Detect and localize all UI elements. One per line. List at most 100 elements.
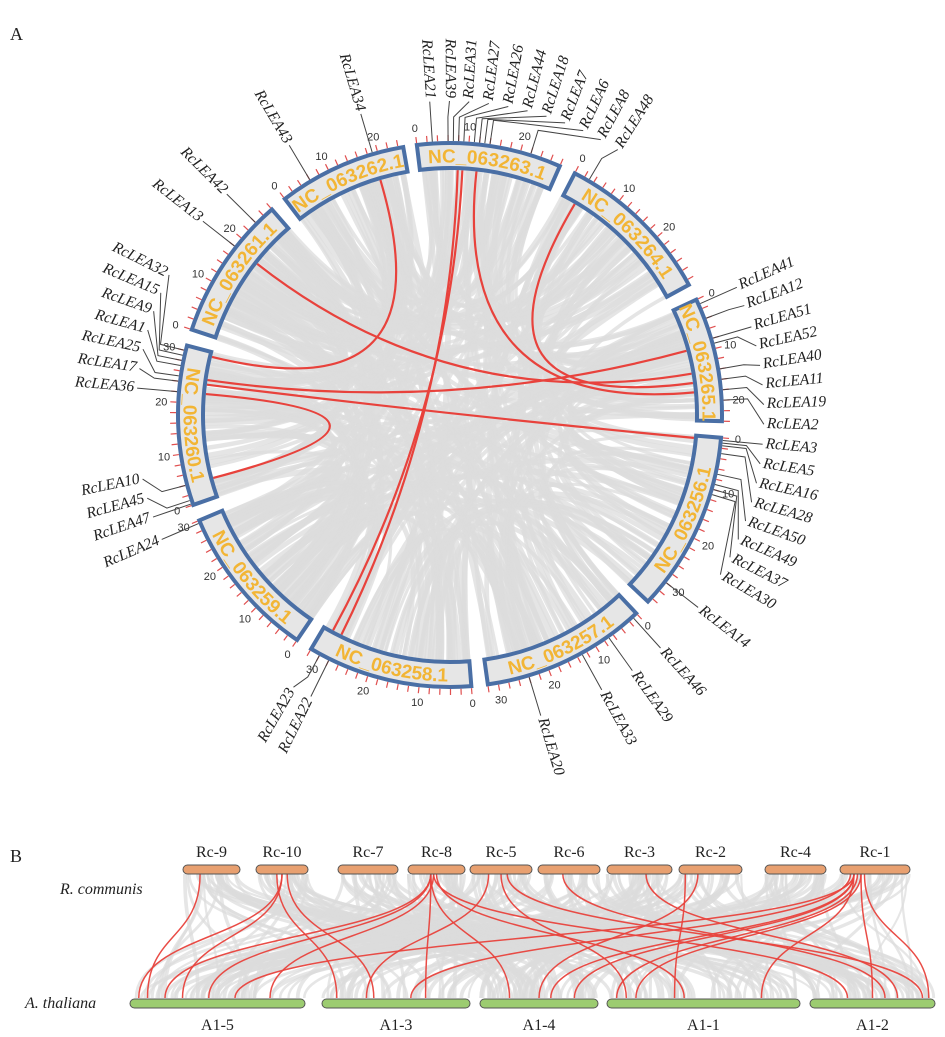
tick-mark — [315, 168, 320, 175]
gene-leader-line — [719, 364, 761, 370]
gene-label: RcLEA11 — [764, 370, 825, 393]
gray-ribbon — [231, 272, 653, 356]
gray-ribbon — [505, 338, 684, 649]
gene-label: RcLEA19 — [766, 393, 827, 412]
tick-label: 10 — [315, 151, 327, 163]
tick-mark — [659, 590, 665, 596]
tick-label: 20 — [155, 396, 167, 408]
synteny-red-links — [138, 873, 930, 999]
tick-mark — [364, 147, 368, 155]
gray-ribbon — [238, 286, 690, 472]
red-synteny-link — [234, 873, 855, 999]
tick-label: 0 — [412, 123, 418, 135]
tick-label: 20 — [702, 540, 714, 552]
tick-mark — [205, 548, 212, 553]
gray-synteny-link — [157, 873, 221, 999]
gene-leader-line — [142, 348, 179, 377]
chromosome-box — [414, 141, 563, 192]
rc-chromosome-bar — [337, 864, 399, 875]
gray-ribbon — [233, 481, 632, 584]
tick-mark — [191, 520, 198, 525]
tick-mark — [627, 201, 633, 208]
gray-ribbon — [422, 171, 630, 318]
gene-leader-line — [721, 453, 753, 503]
gene-leader-line — [153, 311, 182, 361]
tick-mark — [709, 325, 716, 329]
red-synteny-link — [181, 873, 283, 999]
chromosome-box — [176, 343, 220, 508]
tick-label: 0 — [645, 621, 651, 633]
rc-chromosome-label: Rc-4 — [780, 844, 811, 861]
tick-mark — [236, 592, 242, 597]
tick-label: 0 — [271, 180, 277, 192]
tick-mark — [195, 530, 202, 534]
gene-leader-line — [479, 115, 547, 143]
tick-mark — [584, 171, 589, 177]
gray-ribbon — [206, 381, 362, 615]
gene-leader-line — [530, 129, 601, 154]
tick-label: 20 — [732, 394, 744, 406]
red-synteny-link — [432, 873, 849, 999]
gene-leader-line — [581, 654, 603, 691]
tick-mark — [176, 474, 183, 478]
tick-mark — [678, 565, 685, 570]
chromosome-box — [308, 624, 474, 689]
tick-label: 10 — [464, 122, 476, 134]
gene-leader-line — [458, 102, 490, 142]
gene-leader-line — [714, 336, 757, 347]
tick-mark — [266, 622, 272, 628]
tick-mark — [710, 499, 717, 503]
tick-mark — [499, 139, 503, 146]
chromosome-box — [671, 296, 724, 424]
gene-leader-line — [473, 110, 528, 143]
gene-label: RcLEA2 — [766, 415, 819, 434]
gray-synteny-link — [815, 873, 886, 999]
red-links — [205, 170, 695, 636]
gray-synteny-link — [482, 873, 558, 999]
rc-chromosome-bar — [678, 864, 743, 875]
rc-chromosome-label: Rc-10 — [262, 844, 301, 861]
rc-chromosome-label: Rc-8 — [421, 844, 452, 861]
tick-mark — [354, 151, 358, 158]
tick-mark — [200, 286, 207, 291]
gray-synteny-link — [352, 873, 649, 999]
gray-synteny-link — [840, 873, 926, 999]
red-synteny-link — [164, 873, 432, 999]
at-chromosome-label: A1-2 — [856, 1017, 889, 1034]
gene-leader-line — [722, 445, 757, 484]
tick-mark — [619, 194, 625, 201]
tick-label: 0 — [579, 153, 585, 165]
tick-mark — [650, 223, 656, 229]
tick-mark — [652, 598, 658, 604]
rc-chromosome-bar — [764, 864, 827, 875]
tick-mark — [183, 326, 191, 330]
gene-leader-line — [226, 193, 256, 223]
gene-leader-line — [452, 101, 470, 142]
tick-mark — [687, 275, 694, 280]
gray-synteny-link — [329, 873, 704, 999]
tick-mark — [283, 635, 288, 641]
tick-mark — [595, 646, 600, 653]
synteny-chromosomes: Rc-9 Rc-10 Rc-7 Rc-8 Rc-5 Rc-6 Rc-3 Rc-2 Rc-4 Rc-… — [129, 844, 936, 1034]
gene-label: RcLEA21 — [418, 38, 439, 99]
red-synteny-link — [760, 873, 855, 999]
gene-leader-line — [447, 100, 450, 142]
tick-mark — [222, 250, 229, 255]
gray-ribbon — [269, 245, 592, 618]
gene-leader-line — [722, 440, 763, 445]
tick-mark — [324, 163, 329, 170]
gene-leader-line — [137, 387, 178, 393]
at-chromosome-bar — [479, 998, 599, 1009]
rc-chromosome-bar — [407, 864, 466, 875]
tick-label: 20 — [519, 131, 531, 143]
panel-a-label: A — [10, 24, 23, 44]
gene-leader-line — [633, 617, 661, 649]
red-synteny-link — [562, 873, 886, 999]
tick-label: 0 — [735, 434, 741, 446]
gene-leader-line — [714, 484, 739, 540]
gene-label: RcLEA39 — [442, 38, 459, 99]
gene-leader-line — [158, 292, 183, 356]
tick-label: 20 — [663, 222, 675, 234]
tick-label: 30 — [163, 342, 175, 354]
tick-label: 10 — [239, 614, 251, 626]
